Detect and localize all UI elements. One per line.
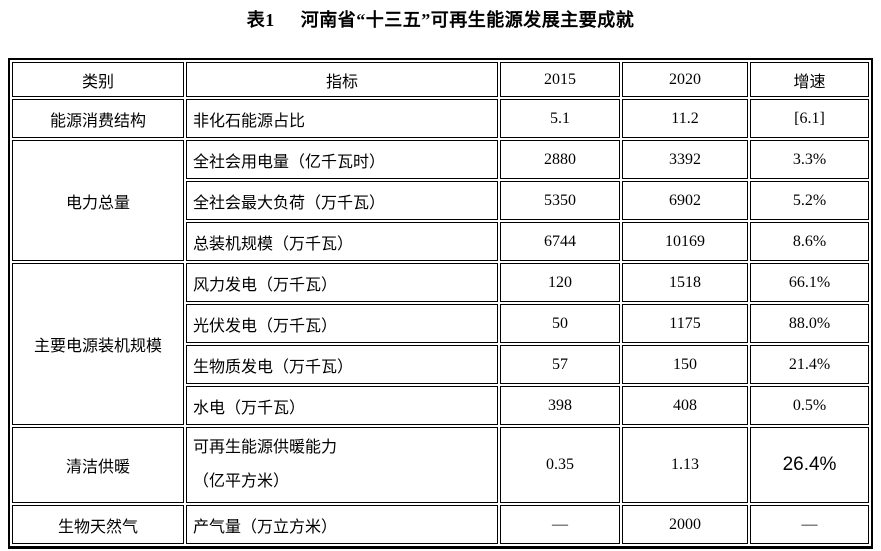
value-2020-cell: 150 [622,345,748,384]
table-body: 能源消费结构 非化石能源占比 5.1 11.2 [6.1] 电力总量 全社会用电量（亿千瓦时… [12,99,869,544]
table-row: 生物质发电（万千瓦） 57 150 21.4% [12,345,869,384]
indicator-cell: 光伏发电（万千瓦） [186,304,498,343]
value-2015-cell: 57 [500,345,620,384]
value-2020-cell: 408 [622,386,748,425]
growth-cell: 21.4% [750,345,869,384]
table-row: 生物天然气 产气量（万立方米） —2000— [12,505,869,544]
value-2015-cell: — [500,505,620,544]
header-2020: 2020 [622,62,748,97]
value-2015-cell: 0.35 [500,427,620,503]
indicator-cell: 全社会用电量（亿千瓦时） [186,140,498,179]
table-row: 总装机规模（万千瓦） 6744 10169 8.6% [12,222,869,261]
growth-cell: 8.6% [750,222,869,261]
header-2015: 2015 [500,62,620,97]
indicator-cell: 水电（万千瓦） [186,386,498,425]
indicator-cell: 非化石能源占比 [186,99,498,138]
value-2015-cell: 2880 [500,140,620,179]
category-cell: 主要电源装机规模 [12,263,184,425]
value-2020-cell: 3392 [622,140,748,179]
value-2020-cell: 1518 [622,263,748,302]
header-category: 类别 [12,62,184,97]
indicator-cell: 总装机规模（万千瓦） [186,222,498,261]
growth-cell: 26.4% [750,427,869,503]
value-2015-cell: 5.1 [500,99,620,138]
table-title: 表1 河南省“十三五”可再生能源发展主要成就 [0,0,881,31]
table-row: 主要电源装机规模 风力发电（万千瓦） 120 1518 66.1% [12,263,869,425]
indicator-cell: 产气量（万立方米） [186,505,498,544]
table-number: 表1 [246,10,275,30]
table-title-text: 河南省“十三五”可再生能源发展主要成就 [300,10,635,30]
growth-cell: 5.2% [750,181,869,220]
table-row: 全社会最大负荷（万千瓦） 5350 6902 5.2% [12,181,869,220]
header-row: 类别 指标 2015 2020 增速 [12,62,869,97]
growth-cell: 3.3% [750,140,869,179]
category-cell: 清洁供暖 [12,427,184,503]
value-2020-cell: 1.13 [622,427,748,503]
value-2015-cell: 6744 [500,222,620,261]
growth-cell: [6.1] [750,99,869,138]
growth-cell: 0.5% [750,386,869,425]
growth-cell: 88.0% [750,304,869,343]
category-cell: 生物天然气 [12,505,184,544]
indicator-cell: 风力发电（万千瓦） [186,263,498,302]
value-2020-cell: 6902 [622,181,748,220]
value-2020-cell: 11.2 [622,99,748,138]
indicator-cell: 可再生能源供暖能力 （亿平方米） [186,427,498,503]
value-2020-cell: 10169 [622,222,748,261]
header-indicator: 指标 [186,62,498,97]
table-row: 电力总量 全社会用电量（亿千瓦时） 2880 3392 3.3% [12,140,869,261]
value-2020-cell: 1175 [622,304,748,343]
value-2015-cell: 5350 [500,181,620,220]
indicator-cell: 生物质发电（万千瓦） [186,345,498,384]
growth-cell: 66.1% [750,263,869,302]
data-table: 类别 指标 2015 2020 增速 能源消费结构 非化石能源占比 5.1 11.2[… [8,58,873,549]
value-2015-cell: 120 [500,263,620,302]
value-2015-cell: 50 [500,304,620,343]
value-2020-cell: 2000 [622,505,748,544]
value-2015-cell: 398 [500,386,620,425]
indicator-cell: 全社会最大负荷（万千瓦） [186,181,498,220]
table-row: 光伏发电（万千瓦） 50 1175 88.0% [12,304,869,343]
table-row: 能源消费结构 非化石能源占比 5.1 11.2 [6.1] [12,99,869,138]
category-cell: 电力总量 [12,140,184,261]
table-row: 清洁供暖 可再生能源供暖能力 （亿平方米） 0.35 1.13 26.4% [12,427,869,503]
growth-cell: — [750,505,869,544]
category-cell: 能源消费结构 [12,99,184,138]
header-growth: 增速 [750,62,869,97]
table-row: 水电（万千瓦） 398 408 0.5% [12,386,869,425]
